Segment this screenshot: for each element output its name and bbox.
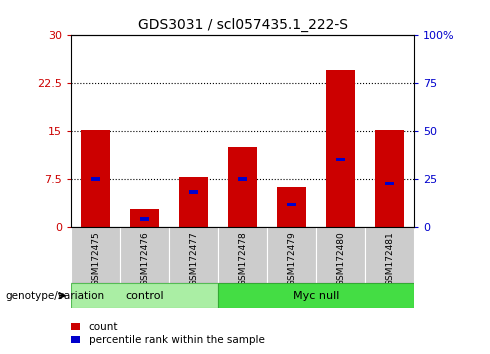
Text: GSM172481: GSM172481: [385, 231, 394, 286]
Bar: [179, 177, 208, 227]
Bar: [72, 227, 120, 283]
Text: GSM172476: GSM172476: [140, 231, 149, 286]
Bar: [169, 227, 218, 283]
Title: GDS3031 / scl057435.1_222-S: GDS3031 / scl057435.1_222-S: [138, 17, 347, 32]
Bar: [326, 70, 355, 227]
Text: GSM172477: GSM172477: [189, 231, 198, 286]
Text: GSM172475: GSM172475: [91, 231, 100, 286]
Bar: [140, 217, 149, 221]
Bar: [72, 283, 218, 308]
Bar: [189, 190, 198, 194]
Text: control: control: [125, 291, 164, 301]
Bar: [218, 283, 414, 308]
Bar: [385, 182, 394, 185]
Text: genotype/variation: genotype/variation: [5, 291, 104, 301]
Legend: count, percentile rank within the sample: count, percentile rank within the sample: [69, 320, 267, 347]
Bar: [120, 227, 169, 283]
Bar: [287, 203, 296, 206]
Bar: [130, 209, 159, 227]
Bar: [81, 130, 110, 227]
Bar: [336, 158, 345, 161]
Bar: [277, 187, 306, 227]
Bar: [228, 147, 257, 227]
Bar: [365, 227, 414, 283]
Text: GSM172479: GSM172479: [287, 231, 296, 286]
Bar: [218, 227, 267, 283]
Bar: [238, 177, 247, 181]
Text: GSM172478: GSM172478: [238, 231, 247, 286]
Text: GSM172480: GSM172480: [336, 231, 345, 286]
Bar: [317, 227, 365, 283]
Text: Myc null: Myc null: [293, 291, 339, 301]
Bar: [91, 177, 100, 181]
Bar: [268, 227, 316, 283]
Bar: [375, 130, 404, 227]
